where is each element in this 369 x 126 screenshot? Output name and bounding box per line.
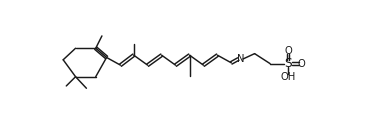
Text: O: O: [284, 45, 292, 56]
Text: O: O: [298, 59, 306, 69]
Text: N: N: [237, 54, 244, 64]
Text: S: S: [284, 57, 292, 70]
Text: OH: OH: [280, 72, 296, 83]
